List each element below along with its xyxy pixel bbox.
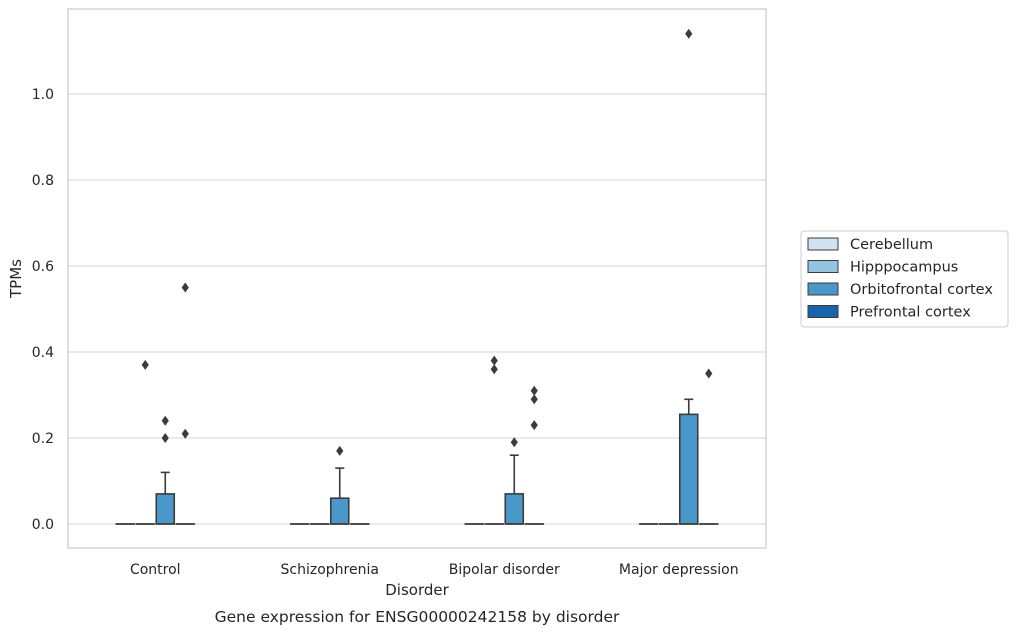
box-plot — [484, 355, 505, 525]
y-tick-label: 0.4 — [32, 345, 54, 361]
y-tick-label: 0.8 — [32, 173, 54, 189]
x-tick-label: Major depression — [619, 562, 739, 578]
x-axis-ticks: Control Schizophrenia Bipolar disorder Majo… — [130, 562, 739, 578]
box-plot — [175, 282, 196, 525]
legend-swatch — [807, 282, 839, 296]
gridlines — [68, 93, 766, 525]
box-plot — [329, 445, 350, 525]
legend-swatch — [807, 260, 839, 273]
outlier-point — [530, 394, 538, 405]
x-tick-label: Control — [130, 562, 181, 578]
legend-label: Cerebellum — [850, 237, 933, 253]
x-axis-title: Disorder — [385, 581, 449, 599]
y-tick-label: 0.2 — [32, 431, 54, 447]
outlier-point — [530, 385, 538, 396]
chart-caption: Gene expression for ENSG00000242158 by d… — [215, 608, 620, 626]
outlier-point — [181, 428, 189, 439]
outlier-point — [705, 368, 713, 379]
y-axis-title: TPMs — [7, 259, 25, 299]
box-plot — [678, 28, 699, 525]
outlier-point — [141, 359, 149, 370]
box — [504, 493, 525, 525]
outlier-point — [336, 445, 344, 456]
legend-label: Hipppocampus — [850, 260, 958, 276]
outlier-point — [510, 437, 518, 448]
box — [329, 497, 350, 525]
legend-label: Prefrontal cortex — [850, 305, 971, 321]
box — [155, 493, 176, 525]
legend-label: Orbitofrontal cortex — [850, 282, 993, 298]
box-plot — [135, 359, 156, 525]
outlier-point — [685, 28, 693, 39]
outlier-point — [161, 415, 169, 426]
y-tick-label: 0.6 — [32, 259, 54, 275]
box-plot-area — [115, 28, 719, 525]
outlier-point — [530, 420, 538, 431]
outlier-point — [490, 355, 498, 366]
x-tick-label: Schizophrenia — [281, 562, 379, 578]
y-tick-label: 1.0 — [32, 87, 54, 103]
legend: Cerebellum Hipppocampus Orbitofrontal cort… — [800, 230, 1009, 328]
box-plot — [698, 368, 719, 525]
box — [678, 413, 699, 525]
outlier-point — [161, 433, 169, 443]
x-tick-label: Bipolar disorder — [449, 562, 560, 578]
outlier-point — [181, 282, 189, 293]
plot-frame — [67, 8, 767, 549]
y-axis-ticks: 0.0 0.2 0.4 0.6 0.8 1.0 — [32, 87, 54, 533]
y-tick-label: 0.0 — [32, 517, 54, 533]
box-plot — [155, 415, 176, 525]
legend-swatch — [807, 305, 839, 318]
legend-frame — [800, 230, 1009, 328]
box-plot — [504, 437, 525, 525]
box-plot — [524, 385, 545, 525]
outlier-point — [490, 364, 498, 375]
legend-swatch — [807, 237, 839, 251]
